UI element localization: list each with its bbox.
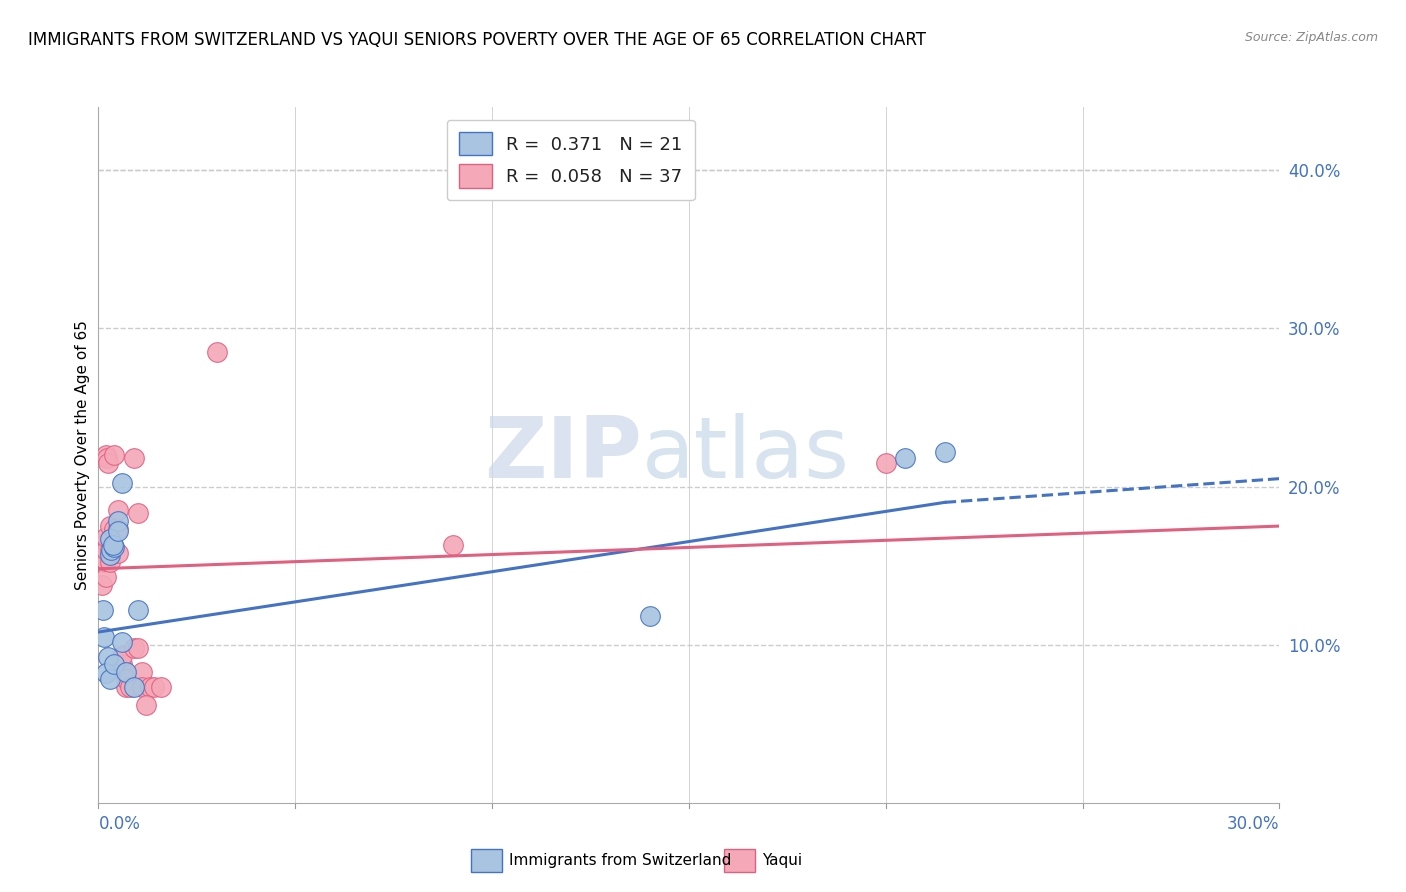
Point xyxy=(875,456,897,470)
Point xyxy=(96,451,118,466)
Point xyxy=(96,530,118,544)
Point xyxy=(98,542,121,557)
Point xyxy=(111,657,134,671)
Point xyxy=(142,681,165,695)
Point xyxy=(103,522,125,536)
Point xyxy=(107,514,129,528)
Point xyxy=(127,603,149,617)
Point xyxy=(96,554,118,568)
Point xyxy=(100,542,122,557)
Point xyxy=(638,609,661,624)
Point xyxy=(122,640,145,655)
Point xyxy=(96,570,118,584)
Point xyxy=(115,665,138,679)
Point xyxy=(127,507,149,521)
Point xyxy=(111,476,134,491)
Point xyxy=(93,630,115,644)
Point xyxy=(131,665,153,679)
Point xyxy=(103,538,125,552)
Point xyxy=(91,603,114,617)
Point xyxy=(98,548,121,562)
Point xyxy=(115,681,138,695)
Point xyxy=(107,524,129,538)
Point xyxy=(93,542,115,557)
Text: ZIP: ZIP xyxy=(484,413,641,497)
Text: atlas: atlas xyxy=(641,413,849,497)
Point xyxy=(96,448,118,462)
Point xyxy=(91,577,114,591)
Point xyxy=(122,681,145,695)
Text: Yaqui: Yaqui xyxy=(762,854,803,868)
Point xyxy=(97,456,120,470)
Text: Immigrants from Switzerland: Immigrants from Switzerland xyxy=(509,854,731,868)
Point xyxy=(107,522,129,536)
Y-axis label: Seniors Poverty Over the Age of 65: Seniors Poverty Over the Age of 65 xyxy=(75,320,90,590)
Point xyxy=(96,542,118,557)
Point xyxy=(135,698,157,712)
Point xyxy=(111,648,134,663)
Point xyxy=(205,345,228,359)
Point xyxy=(107,503,129,517)
Point xyxy=(98,673,121,687)
Point xyxy=(122,451,145,466)
Point xyxy=(97,650,120,665)
Point xyxy=(98,556,121,570)
Point xyxy=(103,448,125,462)
Point xyxy=(138,681,160,695)
Point xyxy=(127,640,149,655)
Point xyxy=(94,534,117,549)
Point xyxy=(103,540,125,554)
Text: IMMIGRANTS FROM SWITZERLAND VS YAQUI SENIORS POVERTY OVER THE AGE OF 65 CORRELAT: IMMIGRANTS FROM SWITZERLAND VS YAQUI SEN… xyxy=(28,31,927,49)
Point xyxy=(150,681,173,695)
Point xyxy=(94,666,117,681)
Point xyxy=(91,556,114,570)
Point xyxy=(131,681,153,695)
Text: Source: ZipAtlas.com: Source: ZipAtlas.com xyxy=(1244,31,1378,45)
Point xyxy=(441,538,464,552)
Point xyxy=(118,681,141,695)
Text: 0.0%: 0.0% xyxy=(98,815,141,833)
Point xyxy=(894,451,917,466)
Point xyxy=(103,657,125,671)
Legend: R =  0.371   N = 21, R =  0.058   N = 37: R = 0.371 N = 21, R = 0.058 N = 37 xyxy=(447,120,695,201)
Point xyxy=(934,444,956,458)
Point xyxy=(98,532,121,546)
Point xyxy=(115,673,138,687)
Text: 30.0%: 30.0% xyxy=(1227,815,1279,833)
Point xyxy=(111,634,134,648)
Point xyxy=(107,546,129,560)
Point xyxy=(98,519,121,533)
